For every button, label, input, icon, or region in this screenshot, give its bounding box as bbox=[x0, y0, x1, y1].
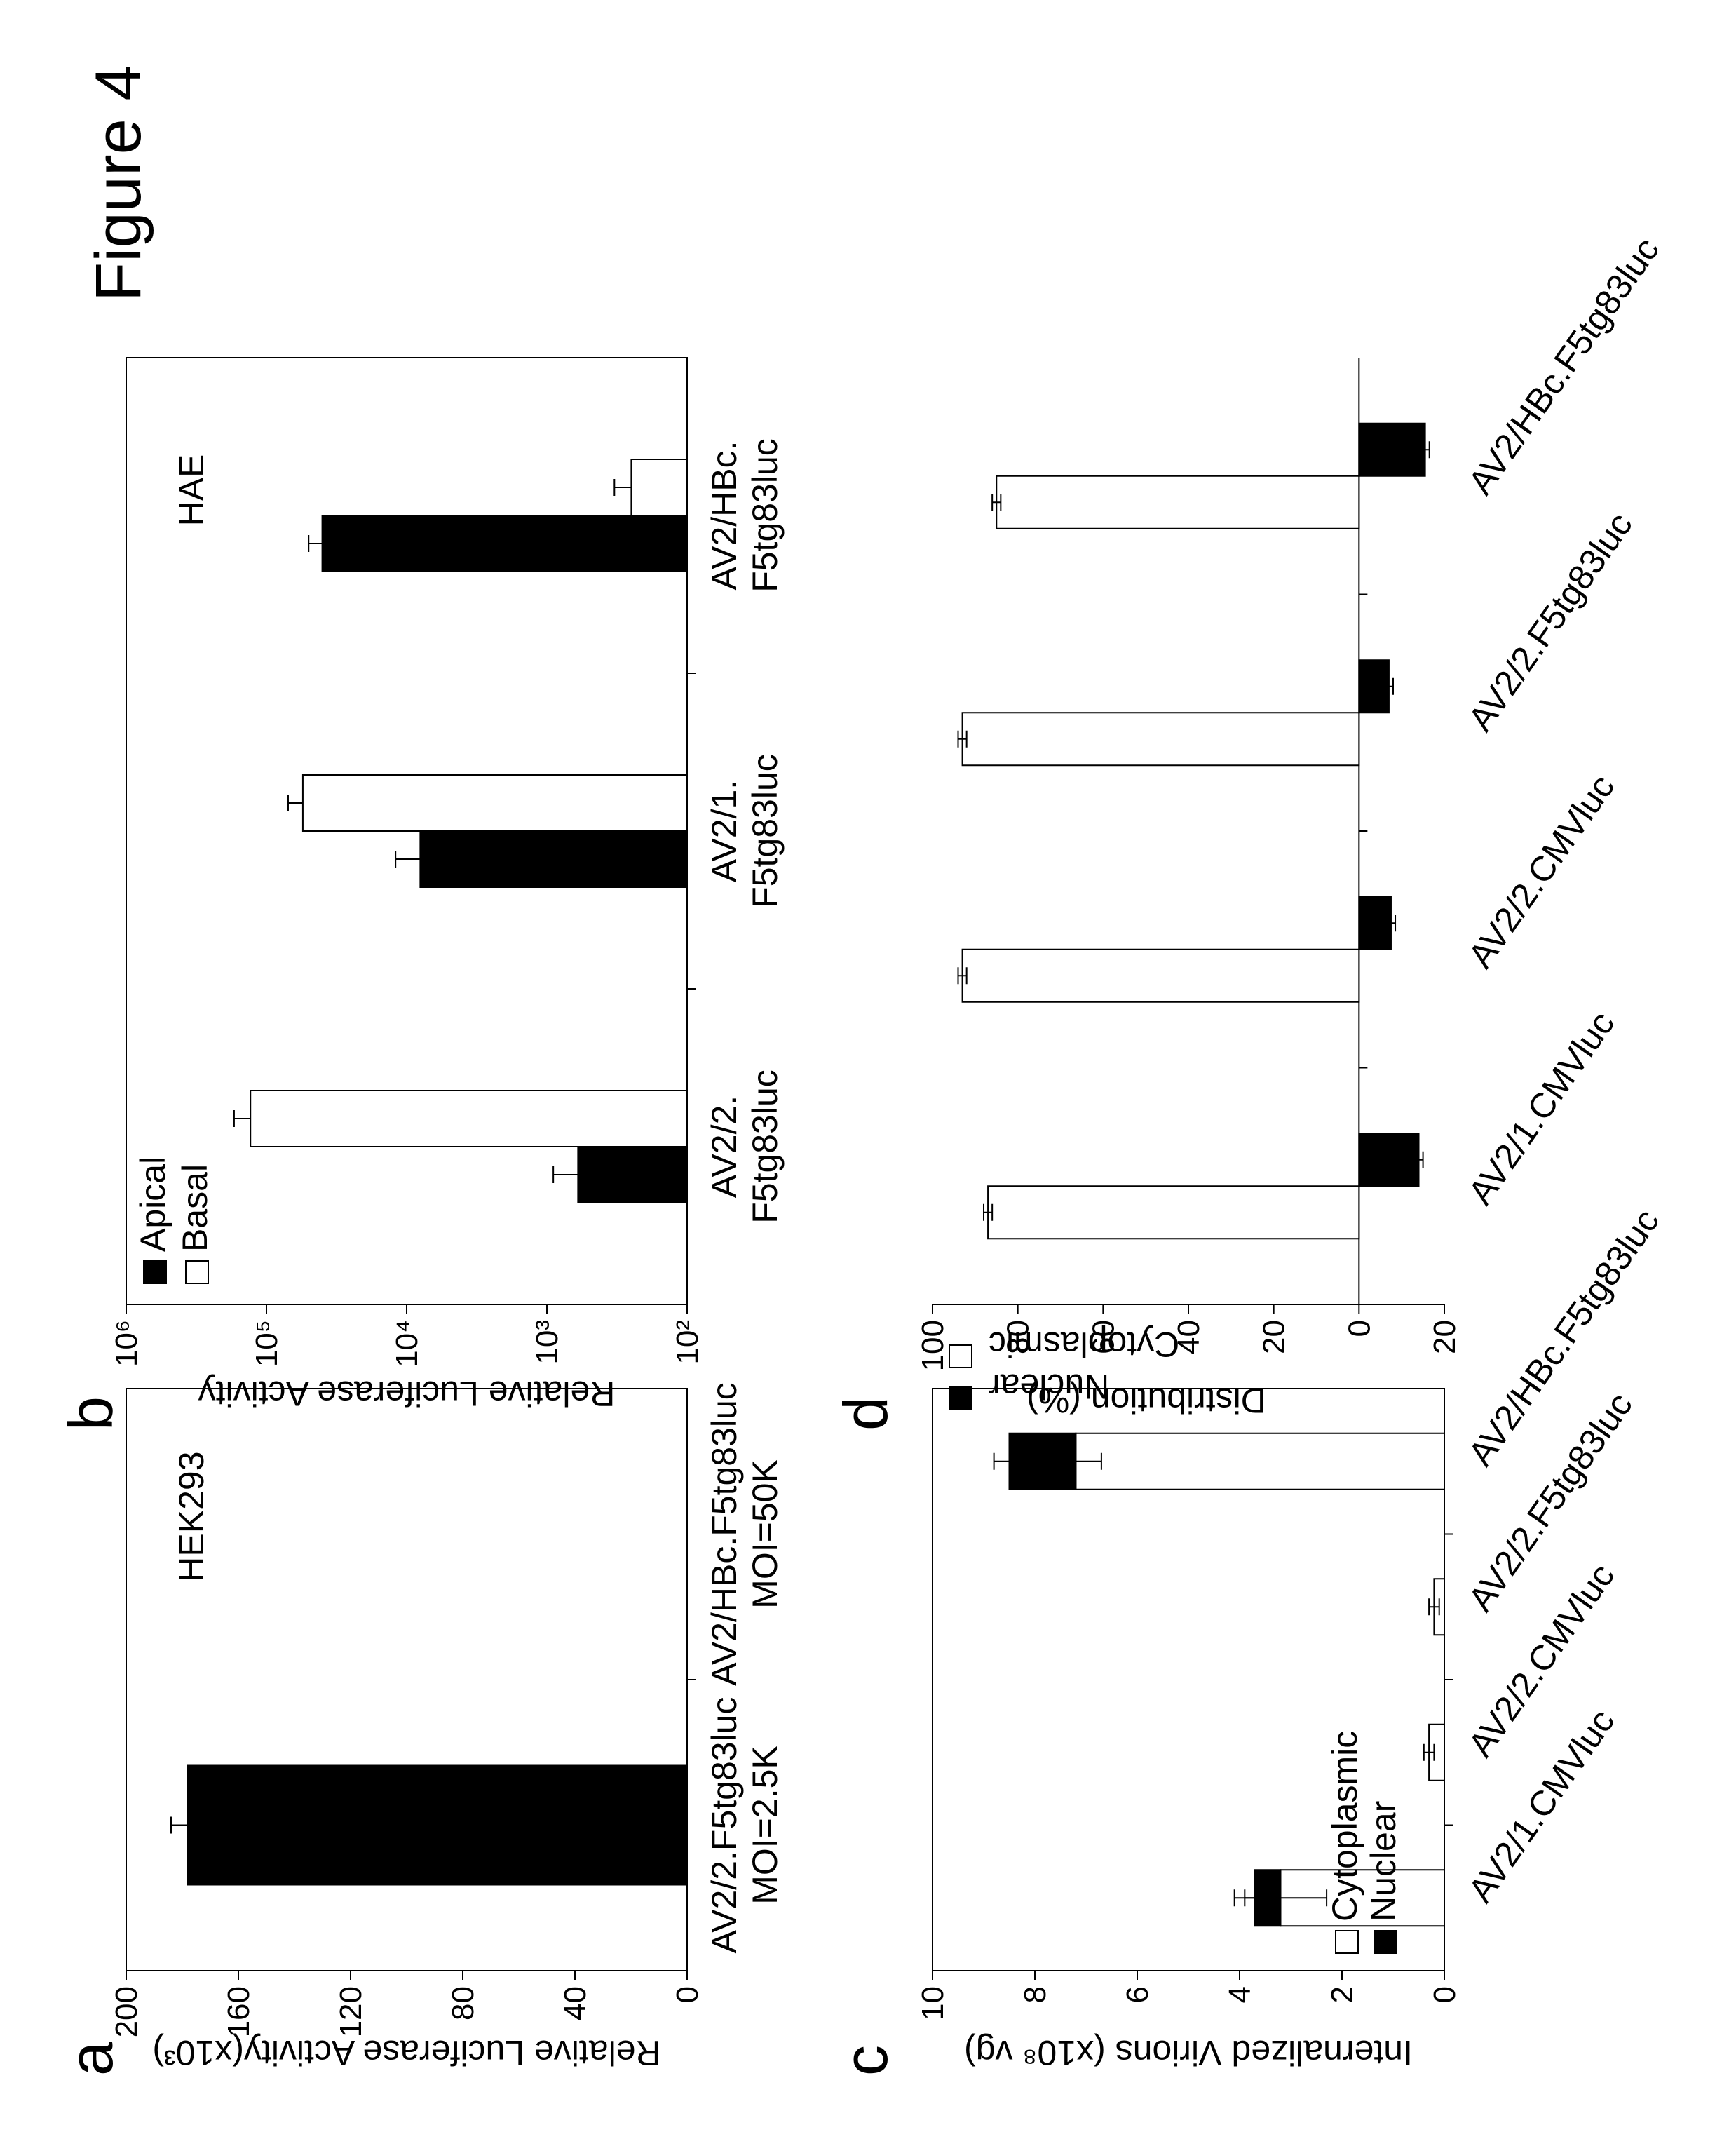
panel-a-ytick-label: 160 bbox=[222, 1986, 256, 2037]
panel-c-ytick-label: 10 bbox=[916, 1986, 950, 2020]
panel-d-legend-swatch bbox=[949, 1345, 972, 1368]
panel-a-category-label: MOI=2.5K bbox=[745, 1746, 785, 1905]
panel-b-ytick-label: 10⁴ bbox=[390, 1320, 424, 1368]
panel-b-ytick-label: 10⁶ bbox=[109, 1320, 144, 1367]
panel-b-category-label: F5tg83luc bbox=[745, 438, 785, 593]
panel-c-legend-swatch bbox=[1374, 1931, 1397, 1953]
panel-c-legend-swatch bbox=[1336, 1931, 1358, 1953]
panel-b-y-axis-title: Relative Luciferase Activity bbox=[198, 1374, 616, 1413]
panel-a-ytick-label: 40 bbox=[558, 1986, 592, 2020]
panel-b-category-label: AV2/1. bbox=[705, 780, 744, 882]
panel-d-bar-cytoplasmic bbox=[963, 713, 1359, 765]
panel-c-y-axis-title: Internalized Virions (x10⁸ vg) bbox=[964, 2033, 1413, 2072]
panel-b-bar-apical bbox=[420, 831, 687, 887]
panel-b-annotation: HAE bbox=[172, 454, 211, 527]
panel-b-bar-basal bbox=[303, 775, 687, 831]
panel-b-legend-swatch bbox=[186, 1261, 208, 1283]
panel-b-bar-apical bbox=[578, 1147, 687, 1203]
panel-letter-c: c bbox=[831, 2045, 900, 2076]
panel-d-ytick-label: 20 bbox=[1428, 1320, 1462, 1354]
panel-d-bar-cytoplasmic bbox=[996, 476, 1359, 529]
panel-a-ytick-label: 120 bbox=[334, 1986, 368, 2037]
panel-d-ytick-label: 20 bbox=[1257, 1320, 1291, 1354]
panel-d-bar-cytoplasmic bbox=[963, 950, 1359, 1002]
panel-c-ytick-label: 6 bbox=[1120, 1986, 1155, 2003]
panel-b-legend-swatch bbox=[144, 1261, 166, 1283]
panel-c-ytick-label: 4 bbox=[1223, 1986, 1257, 2003]
panel-b-bar-basal bbox=[631, 459, 687, 515]
panel-d-legend-label: Nuclear bbox=[989, 1367, 1109, 1406]
panel-b-bar-apical bbox=[323, 515, 687, 572]
panel-b-ytick-label: 10³ bbox=[530, 1320, 564, 1365]
panel-a-category-label: AV2/2.F5tg83luc bbox=[705, 1697, 744, 1954]
panel-c-legend-label: Nuclear bbox=[1364, 1801, 1403, 1922]
panel-a-ytick-label: 80 bbox=[446, 1986, 480, 2020]
panel-c-category-label: AV2/HBc.F5tg83luc bbox=[1460, 1202, 1667, 1473]
panel-a-category-label: AV2/HBc.F5tg83luc bbox=[705, 1382, 744, 1686]
panel-b-category-label: F5tg83luc bbox=[745, 754, 785, 908]
panel-b-category-label: F5tg83luc bbox=[745, 1069, 785, 1224]
panel-c-ytick-label: 0 bbox=[1428, 1986, 1462, 2003]
panel-a-y-axis-title: Relative Luciferase Activity(x10³) bbox=[152, 2033, 660, 2072]
panel-d-legend-swatch bbox=[949, 1387, 972, 1410]
panel-a-bar bbox=[188, 1766, 687, 1885]
panel-letter-b: b bbox=[56, 1396, 126, 1431]
panel-d-bar-nuclear bbox=[1359, 424, 1425, 476]
panel-d-category-label: AV2/2.F5tg83luc bbox=[1460, 506, 1640, 738]
panel-b-bar-basal bbox=[250, 1091, 687, 1147]
panel-letter-d: d bbox=[831, 1396, 900, 1431]
panel-b-category-label: AV2/HBc. bbox=[705, 440, 744, 590]
panel-letter-a: a bbox=[56, 2042, 126, 2076]
panel-c-bar-cytoplasmic bbox=[1076, 1433, 1444, 1490]
panel-d-ytick-label: 0 bbox=[1342, 1320, 1376, 1337]
panel-b-ytick-label: 10⁵ bbox=[250, 1320, 284, 1367]
panel-b-legend-label: Apical bbox=[133, 1156, 172, 1252]
panel-a-chart: 0 40 80 120 160 200Relative Luciferase Activi… bbox=[109, 1382, 785, 2072]
panel-a-ytick-label: 200 bbox=[109, 1986, 144, 2037]
panel-a-ytick-label: 0 bbox=[670, 1986, 705, 2003]
panel-b-ytick-label: 10² bbox=[670, 1320, 705, 1365]
panel-c-ytick-label: 8 bbox=[1018, 1986, 1052, 2003]
panel-d-chart: 20020406080100Distribution (%)AV2/1.CMVl… bbox=[916, 231, 1667, 1420]
panel-d-ytick-label: 100 bbox=[916, 1320, 950, 1371]
panel-d-legend-label: Cytoplasmic bbox=[989, 1325, 1179, 1364]
panel-d-category-label: AV2/1.CMVluc bbox=[1460, 1004, 1622, 1211]
panel-b-legend-label: Basal bbox=[175, 1164, 215, 1252]
panel-a-annotation: HEK293 bbox=[172, 1451, 211, 1581]
panel-d-category-label: AV2/HBc.F5tg83luc bbox=[1460, 231, 1667, 502]
panel-d-category-label: AV2/2.CMVluc bbox=[1460, 768, 1622, 975]
panel-c-legend-label: Cytoplasmic bbox=[1325, 1731, 1364, 1922]
panel-b-category-label: AV2/2. bbox=[705, 1095, 744, 1198]
panel-c-ytick-label: 2 bbox=[1325, 1986, 1359, 2003]
panel-a-category-label: MOI=50K bbox=[745, 1459, 785, 1609]
panel-d-bar-cytoplasmic bbox=[988, 1186, 1359, 1239]
panel-b-chart: 10² 10³ 10⁴ 10⁵ 10⁶ Relative Luciferase Activ… bbox=[109, 358, 785, 1413]
panel-d-bar-nuclear bbox=[1359, 1133, 1418, 1186]
figure-title: Figure 4 bbox=[83, 65, 154, 302]
